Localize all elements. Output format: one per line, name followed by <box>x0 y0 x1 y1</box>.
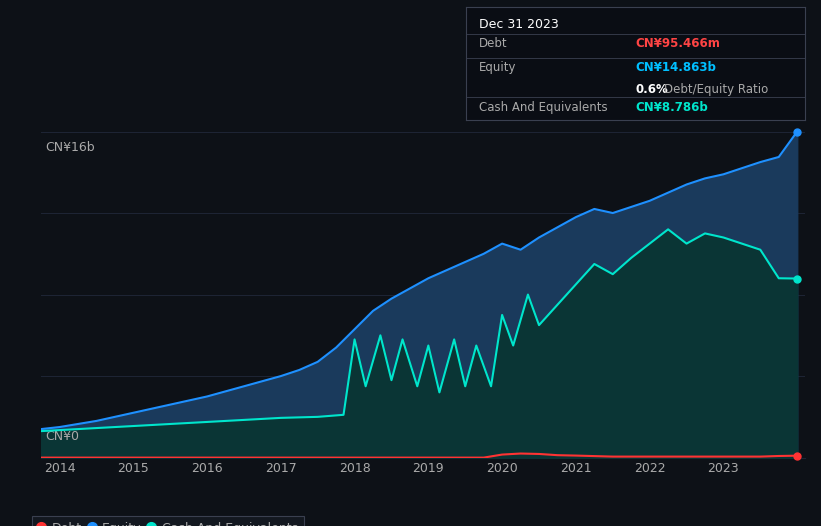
Text: Cash And Equivalents: Cash And Equivalents <box>479 100 608 114</box>
Text: Equity: Equity <box>479 61 516 74</box>
Text: Debt: Debt <box>479 37 507 50</box>
Text: Debt/Equity Ratio: Debt/Equity Ratio <box>664 83 768 96</box>
Text: CN¥0: CN¥0 <box>45 430 79 443</box>
Text: 0.6%: 0.6% <box>635 83 668 96</box>
Text: Dec 31 2023: Dec 31 2023 <box>479 18 559 31</box>
Text: CN¥16b: CN¥16b <box>45 141 94 154</box>
Text: CN¥8.786b: CN¥8.786b <box>635 100 709 114</box>
Text: CN¥95.466m: CN¥95.466m <box>635 37 720 50</box>
Text: CN¥14.863b: CN¥14.863b <box>635 61 717 74</box>
Legend: Debt, Equity, Cash And Equivalents: Debt, Equity, Cash And Equivalents <box>32 516 304 526</box>
